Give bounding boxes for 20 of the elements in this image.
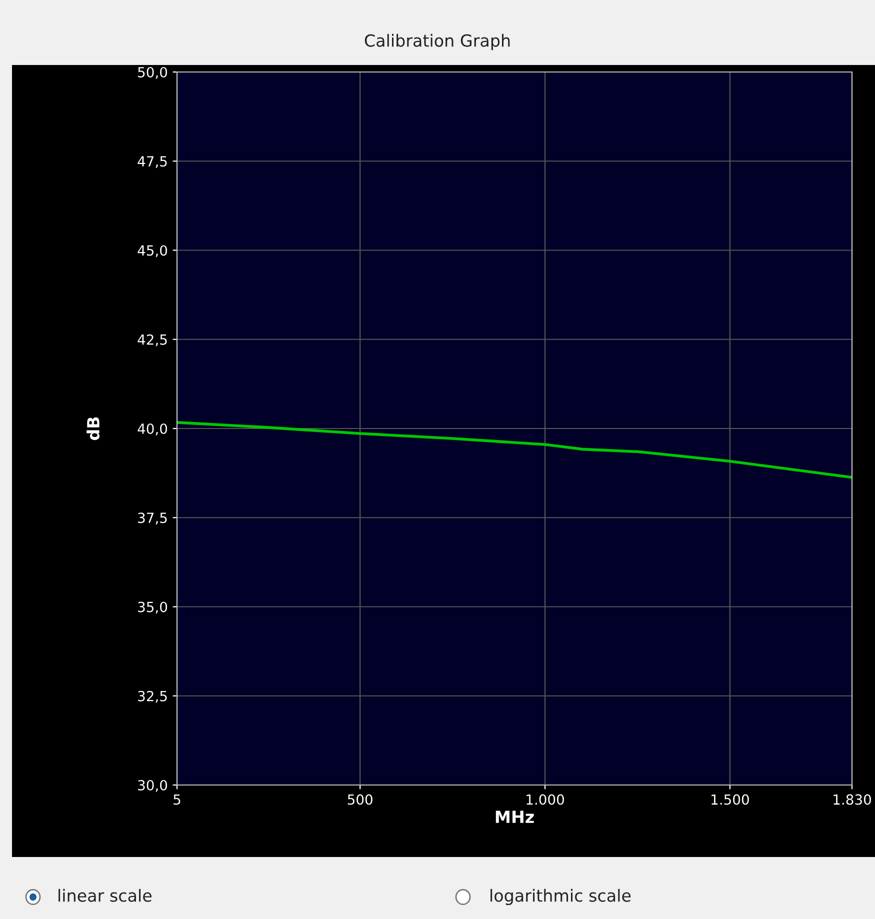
y-tick-label: 45,0 bbox=[138, 245, 168, 258]
text: logarithmic scale bbox=[490, 888, 631, 906]
y-tick-label: 47,5 bbox=[138, 156, 167, 168]
y-tick-label: 37,5 bbox=[138, 512, 167, 525]
x-tick-label: 1.500 bbox=[712, 794, 749, 805]
y-axis-title: dB bbox=[86, 417, 100, 440]
y-tick-label: 32,5 bbox=[138, 690, 167, 703]
x-tick-label: 5 bbox=[174, 794, 180, 805]
line-series bbox=[177, 421, 852, 479]
x-tick-label: 1.830 bbox=[834, 794, 871, 805]
y-tick-label: 50,0 bbox=[138, 66, 168, 79]
chart-title: Calibration Graph bbox=[364, 34, 510, 50]
y-tick-label: 40,0 bbox=[138, 423, 168, 436]
text: linear scale bbox=[58, 888, 152, 902]
x-tick-label: 1.000 bbox=[526, 794, 564, 805]
x-axis-title: MHz bbox=[496, 810, 534, 823]
y-tick-label: 35,0 bbox=[138, 602, 168, 614]
y-tick-label: 42,5 bbox=[138, 334, 167, 346]
x-tick-label: 500 bbox=[348, 794, 372, 805]
y-tick-label: 30,0 bbox=[138, 780, 168, 792]
